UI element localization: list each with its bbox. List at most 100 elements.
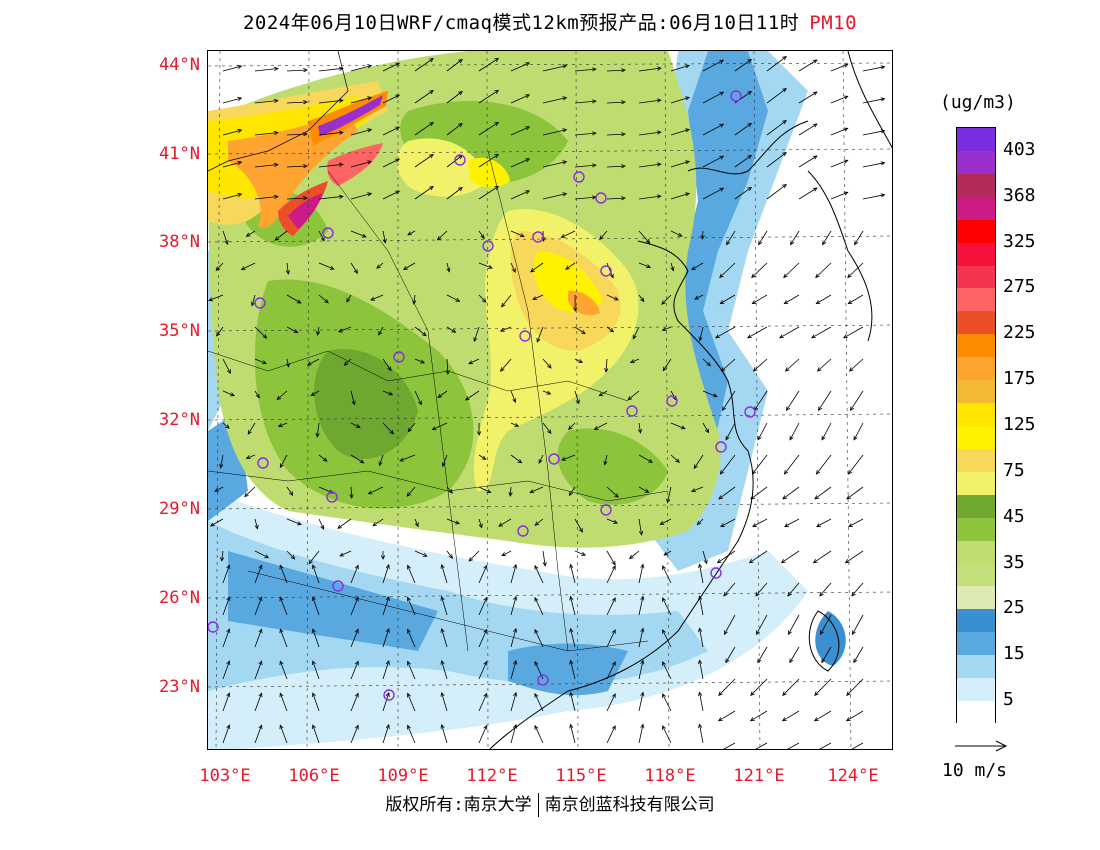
wind-vector [783,262,800,278]
wind-vector [510,660,517,680]
wind-vector-head [662,725,666,730]
wind-vector-head [303,196,308,201]
wind-vector-head [719,59,725,64]
wind-vector [815,262,832,278]
wind-vector-head [685,64,690,69]
wind-vector [725,422,736,440]
wind-vector [210,518,224,527]
wind-vector [509,486,512,497]
wind-vector-head [578,527,583,533]
wind-vector [510,422,519,427]
wind-vector-head [258,596,263,602]
wind-vector [222,390,235,396]
wind-vector-head [751,470,757,475]
wind-vector [510,230,525,237]
wind-vector [542,550,546,566]
wind-vector-head [402,265,408,270]
wind-vector-head [380,555,386,560]
wind-vector-head [216,331,221,337]
wind-vector [862,194,885,200]
wind-vector-head [611,597,616,602]
wind-vector [638,67,661,72]
wind-vector [849,358,864,372]
wind-vector [378,326,384,336]
wind-vector [766,184,787,200]
wind-vector [574,196,596,200]
wind-vector [798,123,818,136]
wind-vector-head [778,334,784,339]
wind-vector [414,326,427,337]
wind-vector-head [458,122,463,128]
wind-vector-head [494,153,500,159]
wind-vector-head [237,64,243,70]
wind-vector-head [351,400,356,406]
wind-vector [403,262,416,270]
wind-vector [286,197,308,200]
wind-vector-head [285,362,290,368]
legend-swatch [957,128,995,152]
wind-vector [782,486,800,500]
wind-vector-head [258,628,263,634]
wind-vector-head [494,185,500,191]
wind-vector [318,163,343,168]
wind-vector-head [455,520,460,525]
wind-vector [755,742,768,749]
wind-vector [350,597,359,616]
wind-vector [817,358,832,372]
wind-vector-head [843,159,849,164]
wind-vector-head [568,491,574,497]
wind-vector [414,550,428,557]
wind-vector-head [226,564,231,570]
wind-vector [594,422,608,430]
wind-vector [286,358,289,367]
wind-vector-head [508,492,513,497]
wind-vector-head [685,96,690,101]
wind-vector [606,486,619,498]
wind-vector-head [385,596,390,601]
wind-vector-head [843,95,849,100]
wind-vector [318,294,329,304]
wind-vector-head [448,554,453,559]
wind-vector [446,486,453,494]
wind-vector [724,614,736,635]
legend-swatch [957,471,995,496]
wind-vector [574,390,580,404]
wind-vector-head [226,692,231,698]
wind-vector [344,358,352,366]
wind-vector-head [613,296,619,301]
wind-vector [723,742,736,749]
wind-vector-head [627,396,633,401]
wind-vector [382,564,390,584]
wind-vector-head [562,128,568,133]
copyright-separator [537,793,539,817]
wind-vector-head [854,240,859,246]
wind-vector-head [704,428,709,434]
wind-vector [638,692,644,712]
wind-vector-head [440,595,445,601]
wind-vector [478,597,488,616]
legend-swatch [957,540,995,565]
wind-vector-head [581,329,586,335]
wind-vector [632,326,640,339]
legend-swatch [957,150,995,175]
wind-vector-head [644,488,650,493]
wind-vector [723,582,736,597]
wind-vector-head [226,628,231,634]
wind-vector-head [782,88,787,93]
wind-vector [222,724,230,744]
wind-vector-head [355,424,361,428]
wind-vector-head [258,564,263,570]
wind-vector [534,725,544,744]
wind-vector-head [395,190,401,195]
wind-vector-head [354,692,359,698]
wind-vector [702,358,711,366]
wind-vector [532,294,544,300]
wind-vector-head [338,328,343,333]
wind-vector-head [611,565,616,570]
wind-vector [318,195,343,200]
map-area[interactable] [207,50,893,750]
legend-colorbar [956,127,996,725]
wind-vector [286,133,308,136]
wind-vector [510,724,517,744]
wind-reference-arrow [954,738,1010,757]
